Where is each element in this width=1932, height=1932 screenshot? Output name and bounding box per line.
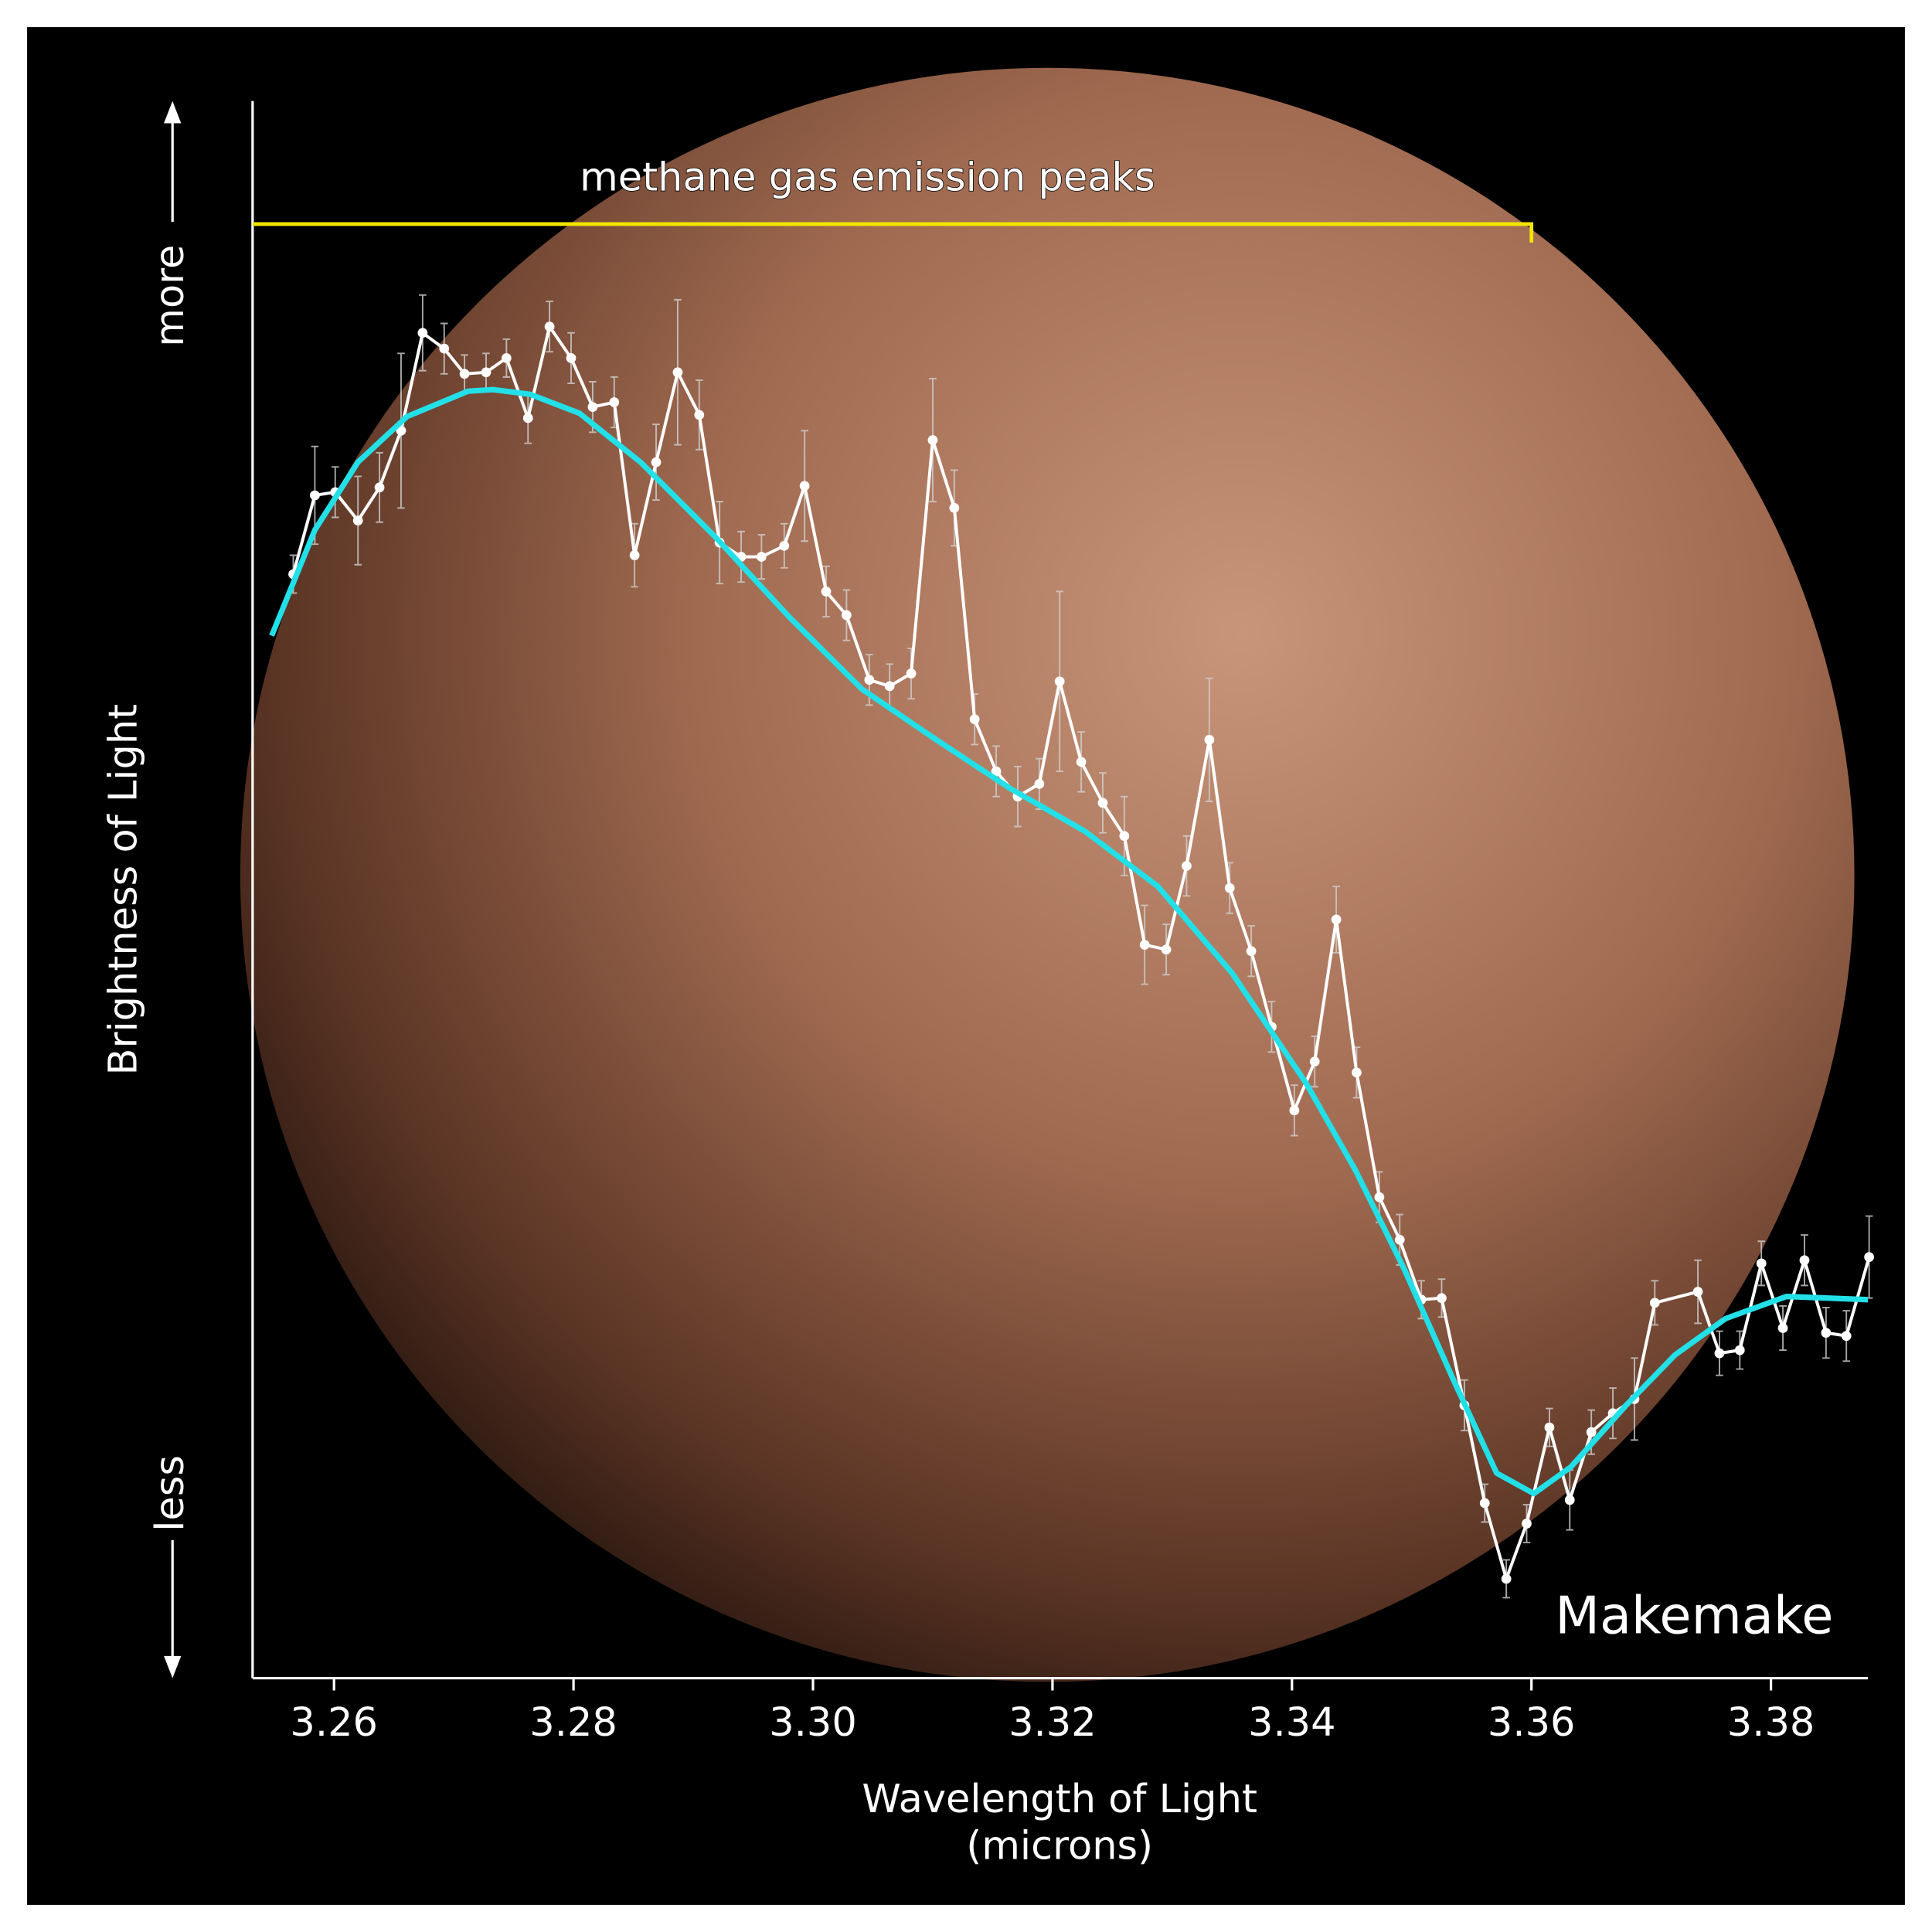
data-point xyxy=(884,681,895,692)
data-point xyxy=(842,610,852,621)
data-point xyxy=(1054,676,1065,687)
annotation-text: methane gas emission peaks xyxy=(580,155,1155,201)
x-tick-label: 3.26 xyxy=(290,1700,378,1746)
data-point xyxy=(1076,757,1087,767)
series-line xyxy=(269,386,1869,1497)
data-point xyxy=(1479,1498,1490,1509)
data-point xyxy=(1331,914,1342,925)
data-point xyxy=(459,369,470,379)
data-point xyxy=(927,435,938,445)
data-point xyxy=(1756,1258,1767,1269)
data-point xyxy=(439,343,450,354)
data-point xyxy=(1309,1056,1320,1066)
data-point xyxy=(1714,1348,1725,1359)
data-point xyxy=(374,482,385,493)
data-point xyxy=(969,714,980,725)
data-point xyxy=(1799,1255,1810,1266)
data-point xyxy=(566,353,577,363)
data-point xyxy=(1586,1427,1597,1437)
data-point xyxy=(1182,861,1192,871)
data-point xyxy=(864,675,875,685)
data-point xyxy=(1394,1234,1405,1245)
x-tick-label: 3.32 xyxy=(1009,1700,1097,1746)
data-point xyxy=(1289,1105,1300,1116)
x-tick-label: 3.36 xyxy=(1488,1700,1576,1746)
data-point xyxy=(694,410,705,420)
data-point xyxy=(1692,1287,1703,1297)
data-point xyxy=(1734,1345,1745,1355)
data-point xyxy=(1097,798,1108,808)
data-point xyxy=(779,540,790,551)
data-point xyxy=(821,587,832,597)
data-point xyxy=(756,552,767,562)
series-line xyxy=(291,325,1871,1581)
data-point xyxy=(396,425,406,436)
data-point xyxy=(1649,1298,1660,1308)
data-point xyxy=(1501,1573,1512,1584)
data-point xyxy=(1352,1067,1362,1078)
data-point xyxy=(1161,944,1172,955)
more-label: more xyxy=(148,245,193,347)
data-point xyxy=(1224,883,1235,893)
data-point xyxy=(672,367,683,378)
data-point xyxy=(417,328,428,338)
data-point xyxy=(1544,1422,1555,1433)
data-point xyxy=(1204,734,1215,745)
data-point xyxy=(1119,831,1130,842)
data-point xyxy=(1564,1495,1575,1505)
less-label: less xyxy=(148,1455,193,1532)
data-point xyxy=(609,397,620,407)
data-point xyxy=(522,413,533,423)
annotation-bracket xyxy=(252,222,1534,243)
y-axis-label: Brightness of Light xyxy=(101,704,147,1076)
data-point xyxy=(544,321,555,332)
x-tick-label: 3.38 xyxy=(1727,1700,1815,1746)
data-point xyxy=(906,668,917,679)
data-point xyxy=(1034,779,1045,789)
data-point xyxy=(1864,1252,1875,1263)
data-point xyxy=(1821,1328,1832,1338)
arrow-head xyxy=(164,1655,182,1679)
data-point xyxy=(587,402,598,413)
data-point xyxy=(1246,946,1257,957)
data-point xyxy=(799,481,810,492)
x-tick-label: 3.30 xyxy=(769,1700,857,1746)
x-tick-label: 3.28 xyxy=(529,1700,617,1746)
x-axis-label: Wavelength of Light xyxy=(862,1777,1257,1822)
data-point xyxy=(352,515,363,526)
planet-image xyxy=(240,67,1855,1682)
data-point xyxy=(651,457,662,468)
data-point xyxy=(1374,1192,1385,1202)
arrow-head xyxy=(164,100,182,124)
data-point xyxy=(949,502,960,513)
x-tick-label: 3.34 xyxy=(1248,1700,1336,1746)
data-point xyxy=(629,550,640,560)
data-point xyxy=(1139,940,1150,950)
data-point xyxy=(991,766,1002,777)
data-point xyxy=(310,490,320,501)
x-axis-label: (microns) xyxy=(966,1824,1153,1869)
data-point xyxy=(1437,1293,1447,1304)
data-point xyxy=(1522,1519,1532,1529)
data-point xyxy=(1777,1323,1788,1333)
data-point xyxy=(501,353,512,363)
data-point xyxy=(1841,1331,1852,1342)
object-label: Makemake xyxy=(1555,1586,1833,1646)
data-point xyxy=(481,367,492,378)
